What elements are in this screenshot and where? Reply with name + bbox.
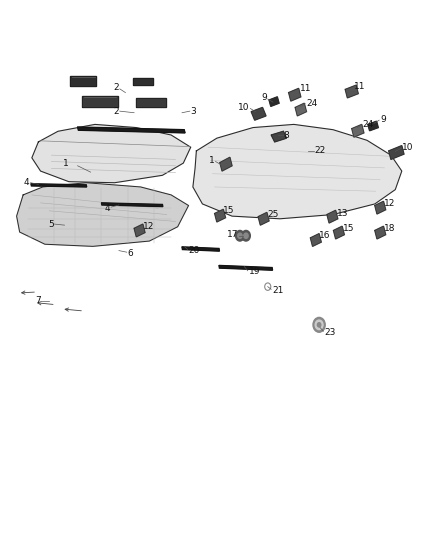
Text: 4: 4 <box>105 204 110 213</box>
Text: 3: 3 <box>191 107 197 116</box>
Polygon shape <box>333 226 344 239</box>
Text: 8: 8 <box>283 131 289 140</box>
Text: 25: 25 <box>267 210 278 219</box>
Text: 20: 20 <box>188 246 200 255</box>
Circle shape <box>236 230 244 241</box>
Text: 1: 1 <box>63 159 69 167</box>
Polygon shape <box>345 85 358 98</box>
Polygon shape <box>251 108 266 120</box>
Polygon shape <box>31 184 87 187</box>
Polygon shape <box>352 124 364 137</box>
Polygon shape <box>70 76 96 86</box>
Polygon shape <box>271 131 286 142</box>
Text: 24: 24 <box>363 120 374 129</box>
Circle shape <box>315 320 323 329</box>
Polygon shape <box>133 78 153 85</box>
Text: 9: 9 <box>380 115 386 124</box>
Polygon shape <box>327 211 338 223</box>
Circle shape <box>244 233 248 238</box>
Text: 19: 19 <box>249 268 260 276</box>
Polygon shape <box>134 224 145 237</box>
Polygon shape <box>219 265 272 270</box>
Text: 7: 7 <box>35 296 41 305</box>
Polygon shape <box>78 127 185 133</box>
Polygon shape <box>102 203 163 207</box>
Polygon shape <box>389 146 404 159</box>
Text: 13: 13 <box>336 209 348 218</box>
Polygon shape <box>269 97 279 107</box>
Text: 17: 17 <box>227 230 239 239</box>
Text: 21: 21 <box>272 286 283 295</box>
Text: 16: 16 <box>319 231 331 240</box>
Polygon shape <box>182 247 219 251</box>
Polygon shape <box>311 233 321 246</box>
Text: 18: 18 <box>384 224 395 233</box>
Polygon shape <box>215 209 226 222</box>
Polygon shape <box>193 124 402 219</box>
Text: 1: 1 <box>209 156 215 165</box>
Circle shape <box>238 233 242 238</box>
Text: 10: 10 <box>238 103 250 112</box>
Polygon shape <box>82 96 118 108</box>
Text: 5: 5 <box>48 220 53 229</box>
Text: 4: 4 <box>24 178 30 187</box>
Text: 12: 12 <box>143 222 154 231</box>
Polygon shape <box>17 183 188 246</box>
Text: 15: 15 <box>343 224 354 233</box>
Polygon shape <box>368 121 378 131</box>
Text: 2: 2 <box>113 83 119 92</box>
Text: 2: 2 <box>113 107 119 116</box>
Polygon shape <box>220 157 232 171</box>
Circle shape <box>242 230 251 241</box>
Text: 15: 15 <box>223 206 235 215</box>
Polygon shape <box>375 201 386 214</box>
Polygon shape <box>375 226 386 239</box>
Text: 23: 23 <box>324 328 336 337</box>
Text: 12: 12 <box>384 199 395 208</box>
Text: 10: 10 <box>402 143 413 152</box>
Polygon shape <box>295 103 307 116</box>
Text: 11: 11 <box>354 82 365 91</box>
Text: 6: 6 <box>127 249 133 258</box>
Polygon shape <box>258 213 269 225</box>
Polygon shape <box>136 98 166 108</box>
Circle shape <box>313 317 325 332</box>
Text: 24: 24 <box>306 99 317 108</box>
Circle shape <box>318 322 321 327</box>
Polygon shape <box>289 88 301 101</box>
Text: 22: 22 <box>315 147 326 156</box>
Text: 9: 9 <box>261 93 267 102</box>
Polygon shape <box>32 124 191 183</box>
Text: 11: 11 <box>300 84 311 93</box>
